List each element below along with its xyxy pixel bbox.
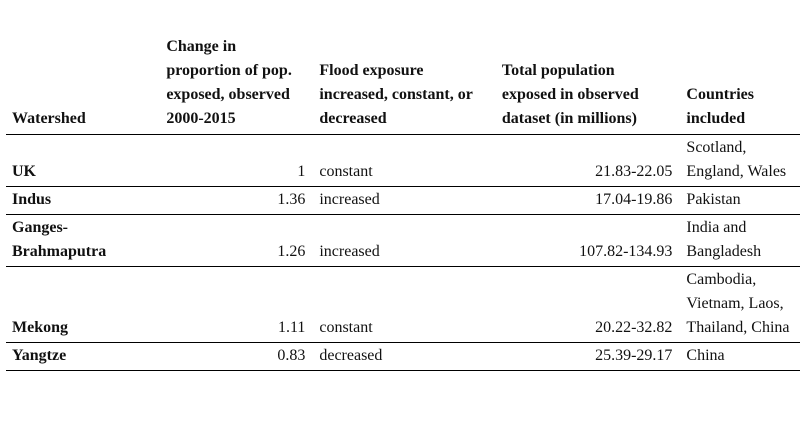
table-row: Yangtze 0.83 decreased 25.39-29.17 China xyxy=(6,342,800,371)
table-row: UK 1 constant 21.83-22.05 Scotland, Engl… xyxy=(6,134,800,187)
table-row: Indus 1.36 increased 17.04-19.86 Pakista… xyxy=(6,186,800,215)
cell-change: 1.36 xyxy=(160,186,314,215)
cell-exposure: increased xyxy=(313,186,496,215)
cell-countries: Scotland, England, Wales xyxy=(680,134,800,187)
cell-population: 17.04-19.86 xyxy=(495,186,681,215)
table-body: UK 1 constant 21.83-22.05 Scotland, Engl… xyxy=(6,134,800,371)
flood-exposure-table-container: Watershed Change in proportion of pop. e… xyxy=(6,0,800,371)
header-watershed: Watershed xyxy=(6,0,161,135)
cell-exposure: constant xyxy=(313,134,496,187)
header-change-in-proportion: Change in proportion of pop. exposed, ob… xyxy=(160,0,314,135)
cell-countries: India and Bangladesh xyxy=(680,214,800,267)
table-row: Ganges-Brahmaputra 1.26 increased 107.82… xyxy=(6,214,800,267)
table-row: Mekong 1.11 constant 20.22-32.82 Cambodi… xyxy=(6,266,800,343)
cell-watershed: Mekong xyxy=(6,266,161,343)
table-header: Watershed Change in proportion of pop. e… xyxy=(6,0,800,135)
cell-countries: Pakistan xyxy=(680,186,800,215)
cell-watershed: Ganges-Brahmaputra xyxy=(6,214,161,267)
cell-change: 1 xyxy=(160,134,314,187)
cell-countries: Cambodia, Vietnam, Laos, Thailand, China xyxy=(680,266,800,343)
cell-watershed: Indus xyxy=(6,186,161,215)
cell-exposure: decreased xyxy=(313,342,496,371)
flood-exposure-table: Watershed Change in proportion of pop. e… xyxy=(6,0,800,371)
header-countries: Countries included xyxy=(680,0,800,135)
cell-population: 20.22-32.82 xyxy=(495,266,681,343)
cell-change: 0.83 xyxy=(160,342,314,371)
cell-watershed: Yangtze xyxy=(6,342,161,371)
cell-change: 1.26 xyxy=(160,214,314,267)
cell-population: 21.83-22.05 xyxy=(495,134,681,187)
header-total-population: Total population exposed in observed dat… xyxy=(495,0,681,135)
cell-watershed: UK xyxy=(6,134,161,187)
cell-population: 25.39-29.17 xyxy=(495,342,681,371)
cell-exposure: increased xyxy=(313,214,496,267)
header-row: Watershed Change in proportion of pop. e… xyxy=(6,0,800,135)
cell-exposure: constant xyxy=(313,266,496,343)
cell-population: 107.82-134.93 xyxy=(495,214,681,267)
header-flood-exposure-trend: Flood exposure increased, constant, or d… xyxy=(313,0,496,135)
cell-countries: China xyxy=(680,342,800,371)
cell-change: 1.11 xyxy=(160,266,314,343)
